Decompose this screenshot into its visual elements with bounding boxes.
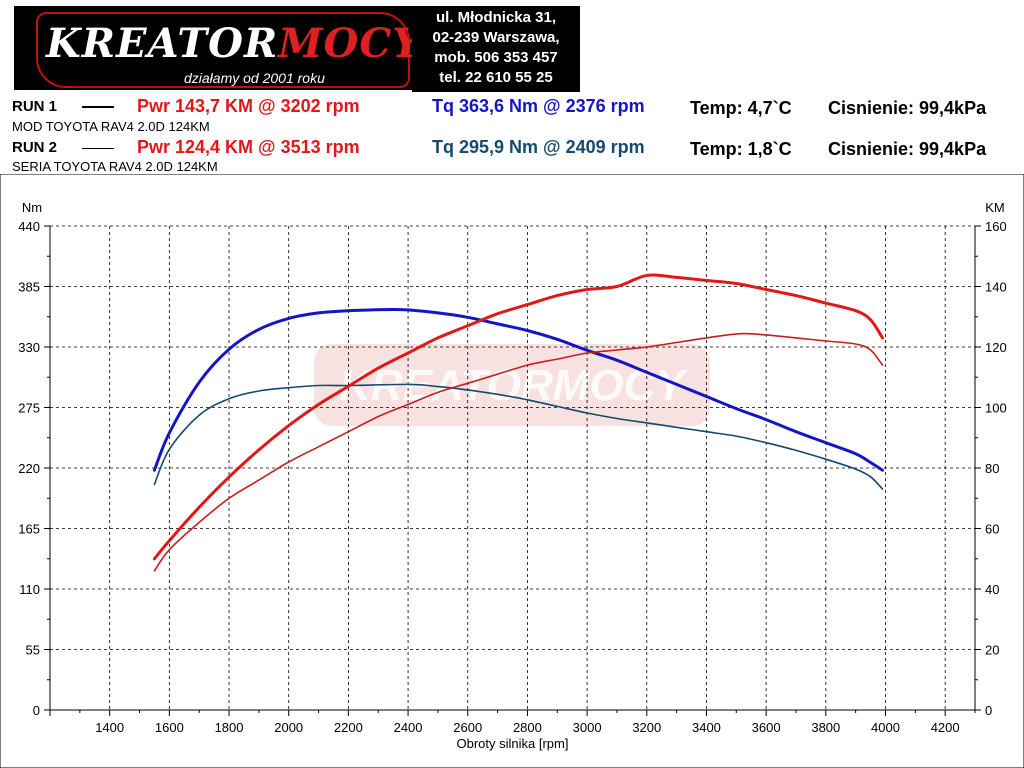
- run-summary: RUN 1 Pwr 143,7 KM @ 3202 rpm Tq 363,6 N…: [0, 94, 1024, 174]
- address-line: tel. 22 610 55 25: [439, 69, 553, 86]
- series-line-run-2-pwr: [153, 332, 884, 572]
- run1-label: RUN 1: [12, 98, 58, 115]
- y-right-tick-label: 0: [985, 703, 992, 718]
- chart-series: [152, 273, 884, 572]
- chart-frame: [0, 174, 1024, 768]
- y-right-tick-label: 120: [985, 340, 1007, 355]
- y-left-tick-label: 220: [18, 461, 40, 476]
- y-left-tick-label: 275: [18, 401, 40, 416]
- run2-label: RUN 2: [12, 139, 58, 156]
- watermark-plate: [314, 344, 710, 426]
- series-line-run-1-tq: [152, 308, 884, 472]
- logo-tagline: działamy od 2001 roku: [184, 70, 325, 86]
- series-line-run-2-tq: [153, 383, 884, 490]
- x-tick-label: 2200: [334, 720, 363, 735]
- x-tick-label: 3000: [573, 720, 602, 735]
- address-line: ul. Młodnicka 31,: [435, 9, 557, 26]
- x-tick-label: 2000: [274, 720, 303, 735]
- y-right-tick-label: 140: [985, 280, 1007, 295]
- chart-labels: 1400 1600 1800 2000 2200 2400 2600 2800 3000 3200…: [18, 200, 1006, 751]
- run2-power-peak: Pwr 124,4 KM @ 3513 rpm: [137, 137, 360, 157]
- contact-address: ul. Młodnicka 31, 02-239 Warszawa, mob. …: [412, 6, 580, 92]
- y-left-tick-label: 55: [26, 643, 40, 658]
- brand-logo: KREATORMOCY działamy od 2001 roku: [14, 6, 421, 90]
- x-tick-label: 2600: [453, 720, 482, 735]
- x-tick-label: 2800: [513, 720, 542, 735]
- y-right-tick-label: 160: [985, 219, 1007, 234]
- y-left-tick-label: 0: [33, 703, 40, 718]
- logo-frame: [36, 12, 410, 88]
- address-line: 02-239 Warszawa,: [432, 29, 560, 46]
- run1-torque-peak: Tq 363,6 Nm @ 2376 rpm: [432, 96, 645, 116]
- y-right-axis-label: KM: [985, 200, 1005, 215]
- run1-temperature: Temp: 4,7`C: [690, 98, 792, 118]
- y-left-tick-label: 110: [19, 582, 40, 597]
- series-line-run-1-pwr: [152, 273, 884, 561]
- run1-description: MOD TOYOTA RAV4 2.0D 124KM: [12, 119, 210, 134]
- run1-pressure: Cisnienie: 99,4kPa: [828, 98, 987, 118]
- y-right-tick-label: 40: [985, 582, 999, 597]
- x-tick-label: 3200: [632, 720, 661, 735]
- run1-line-swatch: [82, 106, 114, 108]
- address-line: mob. 506 353 457: [434, 49, 558, 66]
- run1-power-peak: Pwr 143,7 KM @ 3202 rpm: [137, 96, 360, 116]
- y-left-tick-label: 165: [18, 522, 40, 537]
- x-axis-label: Obroty silnika [rpm]: [457, 736, 569, 751]
- y-right-tick-label: 20: [985, 643, 999, 658]
- x-tick-label: 4000: [871, 720, 900, 735]
- dyno-chart: KREATORMOCY 1400 1600 1800 2000 2200 2400 2600…: [0, 174, 1024, 768]
- y-right-tick-label: 100: [985, 401, 1007, 416]
- logo-wordmark: KREATORMOCY: [46, 20, 422, 67]
- y-right-tick-label: 80: [985, 461, 999, 476]
- y-left-axis-label: Nm: [22, 200, 42, 215]
- x-tick-label: 1600: [155, 720, 184, 735]
- run2-line-swatch: [82, 148, 114, 149]
- x-tick-label: 1400: [95, 720, 124, 735]
- run2-temperature: Temp: 1,8`C: [690, 139, 792, 159]
- x-tick-label: 2400: [394, 720, 423, 735]
- x-tick-label: 1800: [215, 720, 244, 735]
- y-left-tick-label: 330: [18, 340, 40, 355]
- run2-description: SERIA TOYOTA RAV4 2.0D 124KM: [12, 159, 218, 174]
- x-tick-label: 4200: [931, 720, 960, 735]
- y-right-tick-label: 60: [985, 522, 999, 537]
- y-left-tick-label: 440: [18, 219, 40, 234]
- x-tick-label: 3800: [811, 720, 840, 735]
- x-tick-label: 3600: [752, 720, 781, 735]
- x-tick-label: 3400: [692, 720, 721, 735]
- run2-torque-peak: Tq 295,9 Nm @ 2409 rpm: [432, 137, 645, 157]
- run2-pressure: Cisnienie: 99,4kPa: [828, 139, 987, 159]
- chart-watermark: KREATORMOCY: [314, 344, 710, 426]
- y-left-tick-label: 385: [18, 280, 40, 295]
- chart-axes: [44, 225, 981, 716]
- chart-grid: [50, 225, 975, 710]
